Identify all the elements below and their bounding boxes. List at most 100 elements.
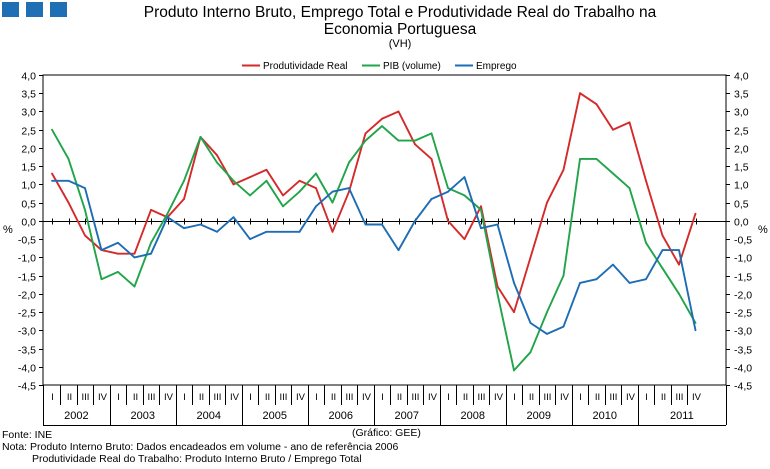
- y-tick-label-right: -1,5: [734, 272, 752, 284]
- data-point-pib: [579, 158, 581, 160]
- data-point-emprego: [117, 241, 119, 244]
- year-label: 2006: [329, 410, 353, 422]
- quarter-label: II: [463, 392, 468, 403]
- y-tick-label-right: 1,0: [734, 180, 749, 192]
- quarter-label: III: [148, 392, 156, 403]
- data-point-emprego: [480, 227, 482, 230]
- quarter-label: III: [478, 392, 486, 403]
- data-point-emprego: [166, 216, 169, 219]
- quarter-label: IV: [230, 392, 240, 403]
- data-point-pib: [397, 139, 400, 142]
- y-tick-label-left: -3,5: [18, 345, 36, 357]
- data-point-pib: [463, 194, 466, 197]
- data-point-pib: [678, 292, 680, 295]
- data-point-emprego: [529, 322, 532, 324]
- data-point-pib: [298, 190, 301, 193]
- y-tick-label-left: -2,5: [18, 308, 36, 320]
- footer-note: Nota: Produto Interno Bruto: Dados encad…: [2, 441, 399, 453]
- quarter-label: III: [544, 392, 552, 403]
- chart-title-line1: Produto Interno Bruto, Emprego Total e P…: [143, 4, 657, 21]
- data-point-produtividade: [216, 154, 218, 157]
- data-point-produtividade: [562, 168, 565, 171]
- data-point-produtividade: [331, 230, 334, 233]
- data-point-produtividade: [612, 128, 614, 131]
- quarter-label: IV: [692, 392, 702, 403]
- y-tick-label-right: -2,0: [734, 290, 752, 302]
- y-tick-label-right: 1,5: [734, 162, 749, 174]
- legend-label: Emprego: [476, 61, 517, 72]
- data-point-pib: [150, 241, 152, 244]
- y-tick-label-right: -3,5: [734, 345, 752, 357]
- y-tick-label-left: -2,0: [18, 290, 36, 302]
- data-point-pib: [282, 205, 284, 208]
- data-point-produtividade: [84, 234, 86, 237]
- data-point-emprego: [463, 176, 466, 179]
- y-tick-label-right: -4,5: [734, 381, 752, 393]
- year-label: 2008: [461, 410, 485, 422]
- quarter-label: I: [315, 392, 318, 403]
- y-tick-label-right: -4,0: [734, 363, 752, 375]
- quarter-label: II: [67, 392, 72, 403]
- data-point-produtividade: [430, 158, 433, 160]
- y-tick-label-left: -0,5: [18, 235, 36, 247]
- data-point-produtividade: [298, 179, 301, 182]
- data-point-pib: [331, 201, 334, 204]
- data-point-emprego: [84, 187, 86, 190]
- data-point-emprego: [216, 230, 218, 233]
- y-tick-label-left: 0,5: [21, 199, 36, 211]
- y-tick-label-left: 2,5: [21, 126, 36, 138]
- data-point-pib: [249, 194, 251, 197]
- data-point-emprego: [133, 256, 136, 259]
- year-label: 2003: [131, 410, 155, 422]
- data-point-pib: [67, 158, 70, 160]
- chart-credit: (Gráfico: GEE): [352, 427, 421, 439]
- data-point-pib: [562, 274, 565, 277]
- data-point-produtividade: [364, 132, 367, 135]
- data-point-emprego: [397, 249, 400, 252]
- year-label: 2007: [395, 410, 419, 422]
- data-point-produtividade: [117, 252, 119, 255]
- data-point-produtividade: [694, 212, 697, 215]
- quarter-label: II: [397, 392, 402, 403]
- data-point-emprego: [595, 278, 598, 281]
- data-point-emprego: [447, 190, 449, 193]
- y-tick-label-left: -1,0: [18, 253, 36, 265]
- year-label: 2005: [263, 410, 287, 422]
- series-line-emprego: [52, 176, 697, 335]
- y-tick-label-left: -3,0: [18, 326, 36, 338]
- data-point-pib: [364, 139, 367, 142]
- data-point-emprego: [430, 198, 433, 200]
- data-point-emprego: [661, 249, 664, 252]
- data-point-emprego: [282, 230, 284, 233]
- data-point-pib: [100, 278, 103, 281]
- y-tick-label-right: 3,5: [734, 89, 749, 101]
- quarter-label: I: [381, 392, 384, 403]
- y-tick-label-left: 3,5: [21, 89, 36, 101]
- data-point-pib: [447, 187, 449, 190]
- quarter-label: IV: [626, 392, 636, 403]
- plot-area-border: [42, 74, 727, 386]
- quarter-label: IV: [560, 392, 570, 403]
- data-point-emprego: [51, 179, 53, 182]
- data-point-pib: [546, 311, 548, 313]
- y-axis-label-left: %: [3, 224, 13, 236]
- data-point-pib: [381, 125, 383, 127]
- quarter-label: II: [529, 392, 534, 403]
- data-point-emprego: [628, 282, 631, 284]
- data-point-produtividade: [579, 92, 581, 95]
- y-tick-label-left: 4,0: [21, 71, 36, 83]
- data-point-pib: [84, 209, 86, 211]
- data-point-produtividade: [628, 121, 631, 124]
- legend-label: Produtividade Real: [263, 61, 348, 72]
- y-tick-label-left: 1,5: [21, 162, 36, 174]
- quarter-label: I: [447, 392, 450, 403]
- chart-title-line2: Economia Portuguesa: [323, 21, 477, 38]
- quarter-label: IV: [494, 392, 504, 403]
- year-label: 2004: [197, 410, 221, 422]
- data-point-pib: [612, 172, 614, 175]
- quarter-label: III: [280, 392, 288, 403]
- quarter-label: I: [513, 392, 516, 403]
- y-tick-label-right: -1,0: [734, 253, 752, 265]
- data-point-emprego: [562, 325, 565, 328]
